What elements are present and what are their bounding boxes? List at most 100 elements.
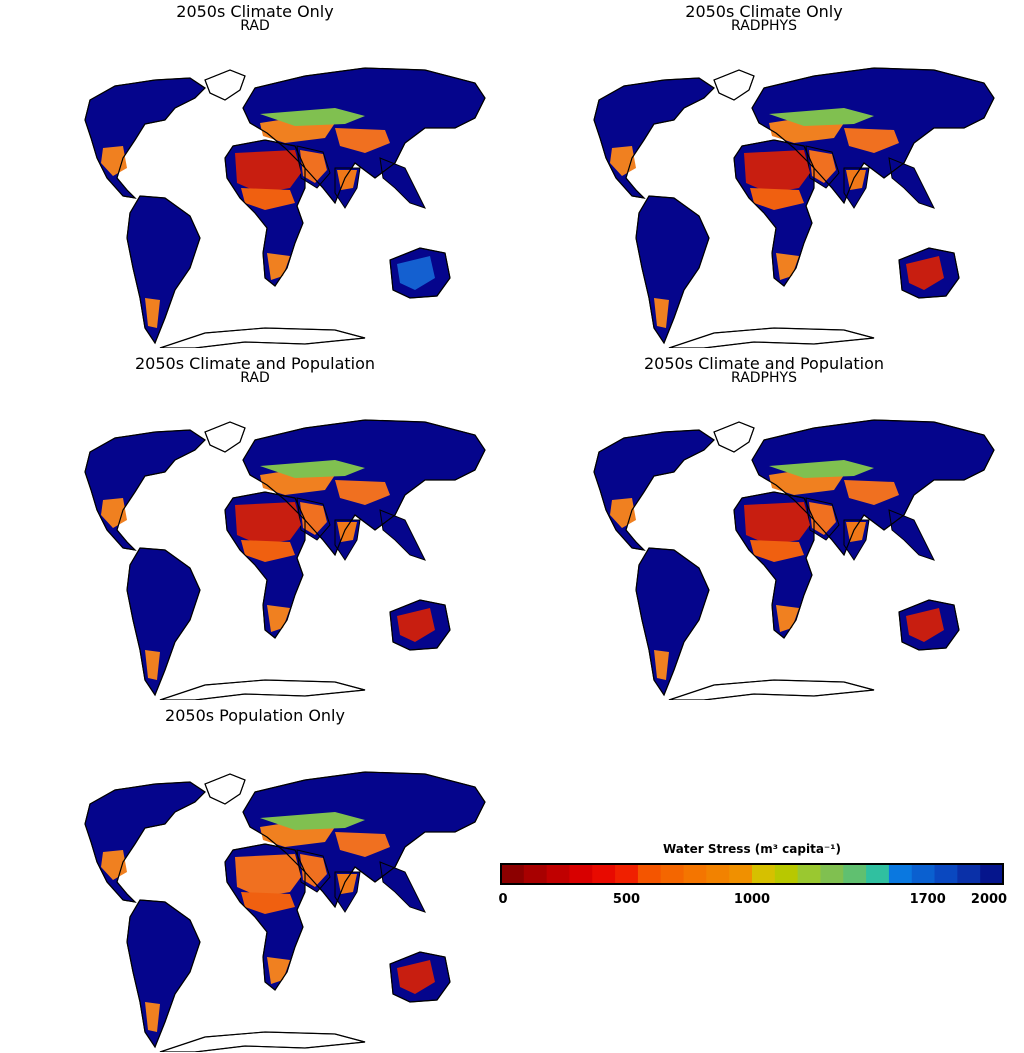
coastline-greenland	[713, 421, 755, 453]
stress-south-africa	[267, 605, 290, 632]
world-map	[84, 771, 486, 1052]
stress-middle-east	[300, 150, 327, 183]
coastline-africa	[733, 139, 815, 287]
coastline-southAmerica	[126, 195, 201, 345]
coastline-africa	[224, 139, 306, 287]
map-panel-climate-radphys: 2050s Climate Only RADPHYS	[514, 4, 1014, 349]
stress-middle-east	[809, 502, 836, 535]
color-bar-segment	[843, 864, 867, 884]
color-bar-segment	[774, 864, 799, 884]
legend-title: Water Stress (m³ capita⁻¹)	[662, 842, 842, 856]
stress-middle-east	[300, 854, 327, 887]
coastline-australia	[389, 247, 451, 299]
stress-north-america-west	[610, 498, 636, 528]
tick-label: 2000	[970, 892, 1008, 907]
color-bar-segment	[683, 864, 707, 884]
southeast-asia	[379, 861, 426, 913]
coastline-greenland	[713, 69, 755, 101]
stress-australia	[906, 608, 944, 642]
panel-title: 2050s Population Only	[165, 706, 345, 725]
panel-subtitle: RAD	[240, 370, 270, 386]
color-bar-segment	[501, 864, 525, 884]
southeast-asia	[379, 157, 426, 209]
map-panel-climate-population-rad: 2050s Climate and Population RAD	[5, 356, 505, 701]
greenland	[204, 421, 246, 453]
tick-label: 500	[612, 892, 641, 907]
color-bar-segment	[546, 864, 571, 884]
coastline-northAmerica	[84, 77, 206, 199]
coastline-eurasia	[242, 67, 486, 205]
coastline-australia	[389, 951, 451, 1003]
color-legend: Water Stress (m³ capita⁻¹) 0 500 1000 1700 2…	[497, 842, 1007, 912]
coastline-eurasia	[242, 419, 486, 557]
stress-south-america-south	[654, 298, 669, 328]
greenland	[713, 69, 755, 101]
color-bar-segment	[706, 864, 730, 884]
color-bar-segment	[866, 864, 890, 884]
color-bar-segment	[569, 864, 593, 884]
stress-central-asia	[335, 480, 390, 505]
stress-sahel	[241, 188, 295, 210]
stress-south-africa	[776, 253, 799, 280]
north-america	[593, 429, 715, 551]
stress-australia	[397, 960, 435, 994]
coastline-northAmerica	[84, 781, 206, 903]
stress-south-america-south	[654, 650, 669, 680]
stress-south-america-south	[145, 1002, 160, 1032]
panel-title: 2050s Climate Only	[176, 2, 334, 21]
stress-europe-green	[260, 812, 365, 830]
panel-title: 2050s Climate and Population	[134, 354, 376, 373]
color-bar-segment	[911, 864, 936, 884]
stress-sahara	[744, 502, 810, 545]
tick-label: 1700	[909, 892, 946, 907]
color-bar-segment	[888, 864, 913, 884]
color-bar-segment	[934, 864, 958, 884]
coastline-eurasia	[751, 67, 995, 205]
coastline-greenland	[204, 69, 246, 101]
coastline-africa	[733, 491, 815, 639]
coastline-australia	[898, 599, 960, 651]
stress-central-asia	[844, 128, 899, 153]
coastline-northAmerica	[593, 429, 715, 551]
stress-sahel	[750, 188, 804, 210]
panel-subtitle: RADPHYS	[731, 370, 797, 386]
stress-north-america-west	[101, 850, 127, 880]
map-panel-population-only: 2050s Population Only	[5, 708, 505, 1053]
stress-europe-green	[769, 460, 874, 478]
panel-title: 2050s Climate Only	[685, 2, 843, 21]
coastline-greenland	[204, 773, 246, 805]
color-bar-segment	[615, 864, 639, 884]
coastline-northAmerica	[84, 429, 206, 551]
stress-sahel	[241, 892, 295, 914]
color-bar-segment	[729, 864, 753, 884]
panel-subtitle: RADPHYS	[731, 18, 797, 34]
stress-north-america-west	[101, 146, 127, 176]
southeast-asia	[888, 157, 935, 209]
color-bar-segment	[523, 864, 548, 884]
stress-sahara	[235, 854, 301, 897]
coastline-southAmerica	[126, 899, 201, 1049]
coastline-southAmerica	[635, 195, 710, 345]
coastline-antarctica	[159, 679, 366, 700]
stress-central-asia	[844, 480, 899, 505]
color-bar-segment	[592, 864, 616, 884]
color-bar	[500, 863, 1004, 885]
coastline-southAmerica	[126, 547, 201, 697]
coastline-antarctica	[668, 327, 875, 348]
greenland	[204, 773, 246, 805]
stress-australia	[906, 256, 944, 290]
coastline-antarctica	[668, 679, 875, 700]
world-map	[84, 67, 486, 348]
north-america	[593, 77, 715, 199]
color-bar-segment	[797, 864, 822, 884]
map-panel-climate-rad: 2050s Climate Only RAD	[5, 4, 505, 349]
greenland	[204, 69, 246, 101]
north-america	[84, 781, 206, 903]
color-bar-segment	[820, 864, 844, 884]
stress-europe-green	[260, 460, 365, 478]
tick-label: 0	[498, 892, 508, 907]
world-map	[593, 67, 995, 348]
stress-middle-east	[809, 150, 836, 183]
coastline-australia	[389, 599, 451, 651]
stress-north-america-west	[101, 498, 127, 528]
